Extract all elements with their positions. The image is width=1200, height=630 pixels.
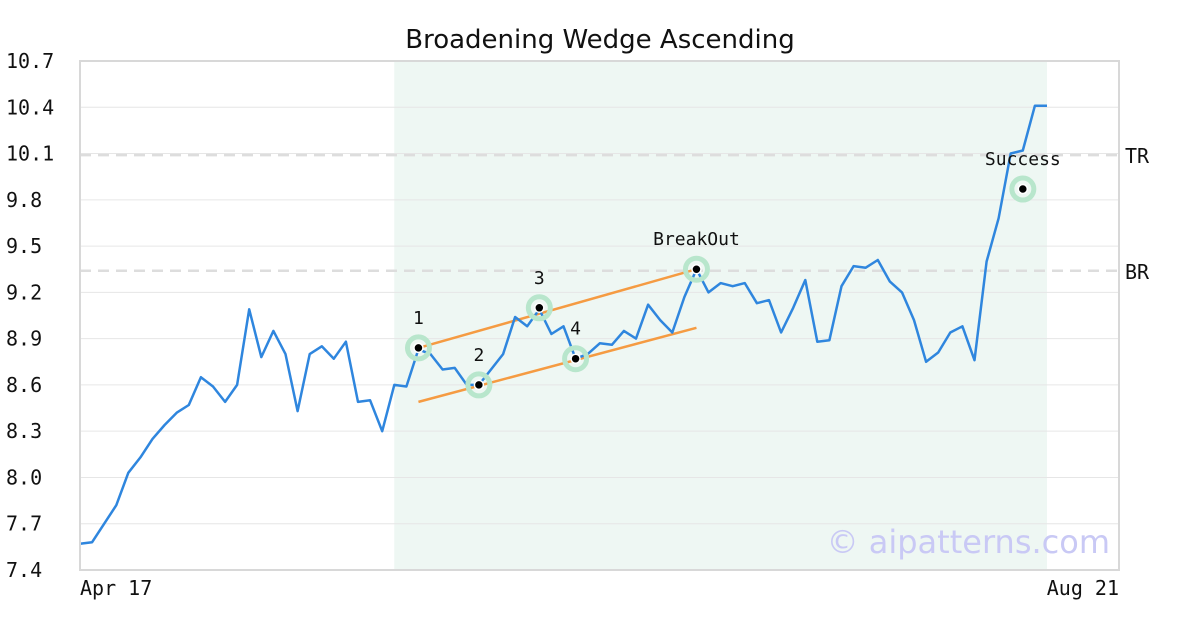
x-tick-label: Apr 17 [80,576,152,600]
y-tick-label: 9.8 [6,188,42,212]
y-tick-label: 9.2 [6,280,42,304]
x-axis: Apr 17 Aug 21 [80,576,1119,600]
point-label: 3 [534,268,545,289]
y-tick-label: 10.1 [6,142,54,166]
y-tick-label: 9.5 [6,234,42,258]
pattern-points: 1 2 3 4 BreakOut Success [404,149,1061,399]
point-label: BreakOut [653,229,740,250]
point-marker [691,263,702,275]
level-label: BR [1125,260,1150,284]
trendline [418,268,697,350]
pattern-region-highlight [394,61,1047,570]
y-tick-label: 8.3 [6,419,42,443]
point-label: Success [985,149,1061,170]
point-halo [562,345,590,373]
point-label: 4 [570,319,581,340]
y-tick-label: 10.4 [6,95,54,119]
level-lines: TR BR [80,144,1150,284]
y-tick-label: 7.7 [6,512,42,536]
y-tick-label: 8.6 [6,373,42,397]
point-marker [570,353,581,364]
point-label: 1 [413,308,424,329]
y-tick-label: 10.7 [6,49,54,73]
trendlines [418,268,697,404]
chart-title: Broadening Wedge Ascending [405,25,795,55]
point-halo [465,371,493,399]
point-marker [473,379,485,391]
watermark: © aipatterns.com [827,523,1110,561]
point-halo [682,255,710,283]
grid-lines [80,60,1119,571]
y-tick-label: 8.9 [6,327,42,351]
trendline [418,326,697,404]
y-axis: 7.4 7.7 8.0 8.3 8.6 8.9 9.2 9.5 9.8 10.1 10.4 10.7 [6,49,54,582]
point-label: 2 [473,345,484,366]
y-tick-label: 7.4 [6,558,42,582]
point-marker [534,302,545,314]
x-tick-label: Aug 21 [1047,576,1119,600]
point-halo [525,294,553,322]
point-halo [1009,175,1037,203]
level-label: TR [1125,144,1150,168]
y-tick-label: 8.0 [6,465,42,489]
point-halo [404,334,432,362]
point-marker [413,342,424,354]
price-line [79,104,1047,546]
point-marker [1017,183,1029,195]
plot-frame [79,60,1120,571]
